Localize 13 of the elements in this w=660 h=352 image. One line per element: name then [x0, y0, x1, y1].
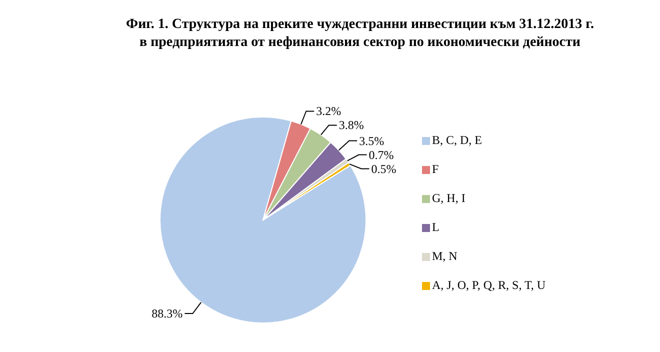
- chart-title: Фиг. 1. Структура на преките чуждестранни инвестиции към 31.12.2013 г. в предприятията от нефинансовия сектор по икономически дейности: [125, 16, 595, 52]
- legend-label: L: [432, 220, 440, 235]
- data-label: 3.8%: [338, 118, 364, 132]
- data-label: 3.5%: [359, 134, 384, 148]
- legend-label: G, H, I: [432, 191, 466, 206]
- legend-label: M, N: [432, 249, 458, 264]
- data-label: 0.7%: [368, 148, 394, 162]
- data-label: 3.2%: [316, 104, 342, 118]
- data-label: 0.5%: [371, 162, 396, 176]
- legend-label: A, J, O, P, Q, R, S, T, U: [432, 278, 546, 293]
- legend-label: B, C, D, E: [432, 133, 482, 148]
- legend-label: F: [432, 162, 439, 177]
- data-label: 88.3%: [152, 306, 183, 321]
